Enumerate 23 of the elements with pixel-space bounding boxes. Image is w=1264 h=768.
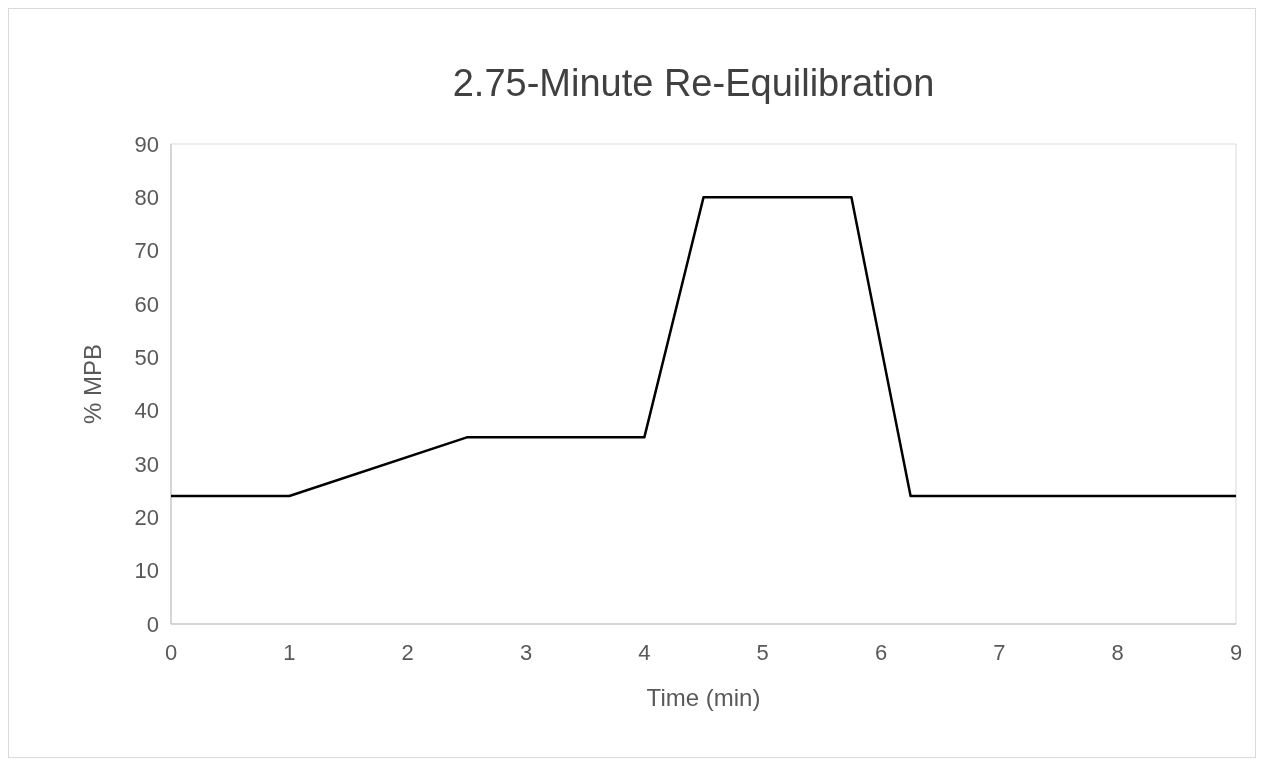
y-tick-label: 90 [134,131,159,157]
x-axis-title: Time (min) [646,684,761,711]
y-tick-label: 10 [134,558,159,584]
chart-title: 2.75-Minute Re-Equilibration [452,62,935,104]
x-tick-label: 0 [164,640,178,665]
x-tick-label: 3 [519,640,533,665]
y-tick-label: 30 [134,451,159,477]
x-tick-label: 7 [993,640,1006,665]
x-tick-label: 8 [1111,640,1124,665]
y-tick-label: 20 [134,505,159,531]
y-tick-label: 80 [134,185,159,211]
y-tick-label: 70 [134,238,159,264]
y-tick-label: 60 [134,291,159,317]
x-tick-label: 4 [638,640,651,665]
x-tick-label: 2 [401,640,414,665]
x-tick-label: 1 [283,640,296,665]
y-tick-label: 0 [146,611,159,637]
y-tick-label: 40 [134,398,159,424]
y-axis-title: % MPB [79,343,106,425]
x-tick-label: 9 [1229,640,1243,665]
y-tick-label: 50 [134,345,159,371]
x-tick-label: 6 [874,640,888,665]
x-tick-label: 5 [756,640,769,665]
